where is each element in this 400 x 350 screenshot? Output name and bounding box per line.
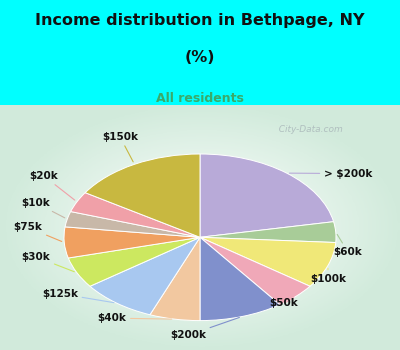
Wedge shape	[200, 222, 336, 243]
Wedge shape	[200, 237, 336, 286]
Text: City-Data.com: City-Data.com	[273, 125, 343, 134]
Text: (%): (%)	[185, 50, 215, 65]
Wedge shape	[68, 237, 200, 286]
Text: $100k: $100k	[310, 268, 346, 284]
Wedge shape	[150, 237, 200, 321]
Wedge shape	[200, 237, 280, 321]
Wedge shape	[200, 154, 334, 237]
Text: $75k: $75k	[14, 223, 62, 241]
Wedge shape	[90, 237, 200, 315]
Wedge shape	[64, 227, 200, 258]
Text: All residents: All residents	[156, 92, 244, 105]
Text: $200k: $200k	[170, 317, 240, 340]
Wedge shape	[65, 211, 200, 237]
Text: $30k: $30k	[22, 252, 74, 272]
Text: > $200k: > $200k	[290, 169, 372, 178]
Text: $150k: $150k	[102, 132, 138, 162]
Text: $50k: $50k	[270, 298, 298, 308]
Text: Income distribution in Bethpage, NY: Income distribution in Bethpage, NY	[35, 13, 365, 28]
Wedge shape	[200, 237, 310, 305]
Text: $40k: $40k	[98, 313, 172, 323]
Text: $60k: $60k	[334, 234, 362, 257]
Wedge shape	[85, 154, 200, 237]
Text: $125k: $125k	[42, 289, 114, 303]
Wedge shape	[71, 193, 200, 237]
Text: $20k: $20k	[30, 171, 75, 200]
Text: $10k: $10k	[22, 198, 65, 218]
